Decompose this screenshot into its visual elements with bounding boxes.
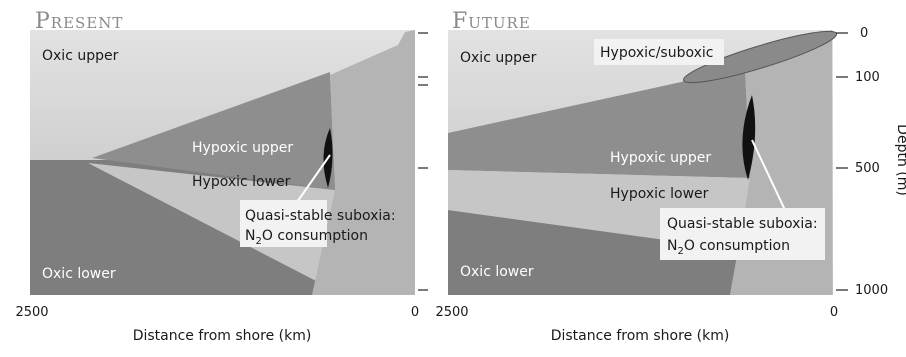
present-panel: Present Oxic upper Hypoxic upper Hypoxic… (15, 9, 428, 344)
zone-label: Oxic upper (460, 50, 537, 66)
panel-title: Present (35, 9, 123, 34)
depth-label: 100 (855, 70, 880, 85)
box-label: Quasi-stable suboxia: (245, 208, 396, 224)
zone-label: Oxic upper (42, 48, 119, 64)
zone-label: Oxic lower (42, 266, 116, 282)
depth-label: 0 (860, 26, 868, 41)
depth-ticks (836, 33, 848, 290)
box-label: Quasi-stable suboxia: (667, 216, 818, 232)
zone-label: Oxic lower (460, 264, 534, 280)
zone-label: Hypoxic lower (610, 186, 709, 202)
depth-marks (418, 33, 428, 290)
text: N (245, 228, 255, 244)
zone-label: Hypoxic upper (610, 150, 711, 166)
zone-label: Hypoxic lower (192, 174, 291, 190)
x-axis-title: Distance from shore (km) (133, 328, 312, 344)
x-label: 0 (411, 305, 419, 320)
panel-title: Future (452, 9, 531, 34)
zone-label: Hypoxic upper (192, 140, 293, 156)
depth-axis-title: Depth (m) (894, 124, 906, 196)
depth-label: 500 (855, 161, 880, 176)
x-axis-title: Distance from shore (km) (551, 328, 730, 344)
x-label: 2500 (435, 305, 468, 320)
text: O consumption (262, 228, 368, 244)
future-panel: Future Oxic upper Hypoxic/suboxic Hypoxi… (435, 9, 839, 344)
text: O consumption (684, 238, 790, 254)
depth-axis: 0 100 500 1000 Depth (m) (836, 26, 906, 298)
depth-label: 1000 (855, 283, 888, 298)
figure: Present Oxic upper Hypoxic upper Hypoxic… (0, 0, 906, 357)
x-label: 2500 (15, 305, 48, 320)
text: N (667, 238, 677, 254)
x-label: 0 (830, 305, 838, 320)
zone-label: Hypoxic/suboxic (600, 45, 713, 61)
